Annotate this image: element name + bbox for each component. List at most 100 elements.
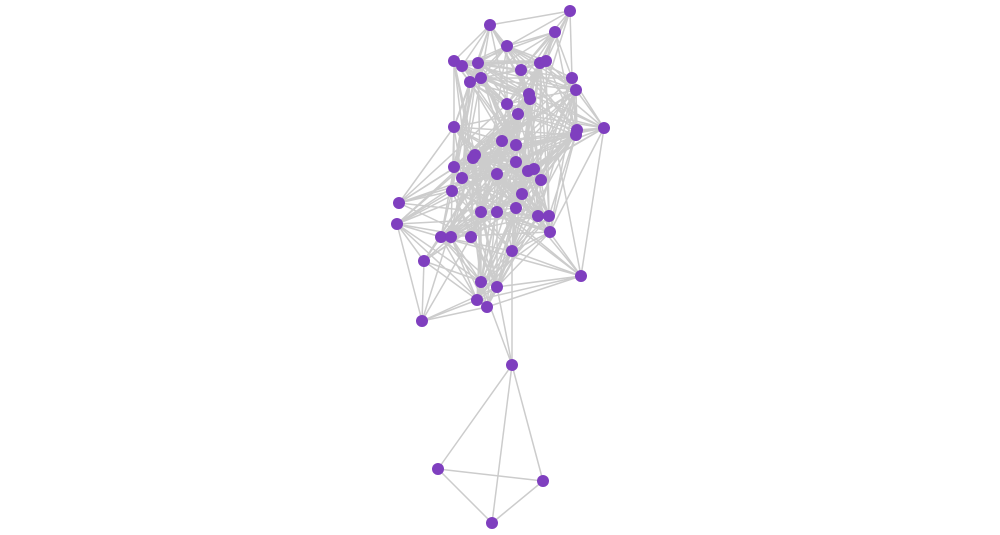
edge	[398, 126, 455, 204]
graph-node[interactable]	[418, 255, 430, 267]
edge	[533, 89, 577, 170]
edge	[453, 113, 519, 128]
graph-node[interactable]	[524, 93, 536, 105]
graph-node[interactable]	[464, 76, 476, 88]
graph-node[interactable]	[484, 19, 496, 31]
graph-node[interactable]	[472, 57, 484, 69]
edge	[450, 236, 482, 283]
graph-node[interactable]	[512, 108, 524, 120]
edge	[491, 480, 544, 524]
edge	[486, 275, 582, 308]
graph-node[interactable]	[570, 129, 582, 141]
edge	[440, 231, 551, 238]
edge	[421, 236, 472, 322]
graph-node[interactable]	[532, 210, 544, 222]
edge	[450, 177, 463, 238]
graph-node[interactable]	[491, 281, 503, 293]
graph-node[interactable]	[491, 168, 503, 180]
graph-node[interactable]	[435, 231, 447, 243]
edge	[506, 103, 605, 129]
graph-node[interactable]	[540, 55, 552, 67]
graph-node[interactable]	[445, 231, 457, 243]
edge	[496, 250, 513, 288]
edge	[496, 286, 513, 366]
edge	[533, 127, 605, 170]
edge	[461, 177, 542, 181]
edge	[529, 98, 535, 170]
graph-node[interactable]	[471, 294, 483, 306]
graph-node[interactable]	[496, 135, 508, 147]
edge	[477, 62, 522, 71]
graph-node[interactable]	[475, 276, 487, 288]
edge	[515, 207, 551, 233]
graph-node[interactable]	[416, 315, 428, 327]
edge	[480, 77, 531, 100]
graph-node[interactable]	[506, 359, 518, 371]
edge	[440, 215, 539, 238]
edge	[545, 60, 578, 131]
edge	[580, 127, 605, 277]
graph-node[interactable]	[393, 197, 405, 209]
graph-node[interactable]	[528, 163, 540, 175]
graph-node[interactable]	[448, 161, 460, 173]
nodes-layer	[391, 5, 610, 529]
edge	[501, 127, 605, 142]
graph-node[interactable]	[506, 245, 518, 257]
graph-node[interactable]	[501, 98, 513, 110]
edge	[537, 215, 582, 277]
graph-node[interactable]	[535, 174, 547, 186]
graph-node[interactable]	[475, 72, 487, 84]
graph-node[interactable]	[564, 5, 576, 17]
edge	[517, 113, 535, 170]
edge	[421, 260, 425, 322]
graph-node[interactable]	[467, 152, 479, 164]
edge	[517, 113, 577, 136]
edge	[480, 281, 513, 366]
graph-node[interactable]	[570, 84, 582, 96]
graph-node[interactable]	[456, 172, 468, 184]
graph-node[interactable]	[544, 226, 556, 238]
edge	[396, 223, 425, 262]
edge	[515, 127, 605, 163]
edge	[554, 31, 573, 79]
graph-node[interactable]	[510, 202, 522, 214]
edge	[537, 179, 542, 217]
graph-node[interactable]	[501, 40, 513, 52]
graph-node[interactable]	[475, 206, 487, 218]
graph-node[interactable]	[391, 218, 403, 230]
graph-node[interactable]	[456, 60, 468, 72]
edge	[528, 93, 605, 129]
edge	[480, 77, 542, 181]
edge	[451, 161, 517, 192]
graph-node[interactable]	[481, 301, 493, 313]
graph-node[interactable]	[549, 26, 561, 38]
edge	[396, 223, 442, 238]
graph-node[interactable]	[446, 185, 458, 197]
edge	[450, 190, 453, 238]
edge	[549, 127, 605, 233]
graph-node[interactable]	[486, 517, 498, 529]
edge	[437, 364, 513, 470]
graph-node[interactable]	[510, 156, 522, 168]
edge	[440, 236, 498, 288]
graph-node[interactable]	[465, 231, 477, 243]
graph-node[interactable]	[543, 210, 555, 222]
graph-node[interactable]	[516, 188, 528, 200]
graph-node[interactable]	[575, 270, 587, 282]
edge	[423, 236, 452, 262]
edge	[440, 236, 478, 301]
graph-node[interactable]	[448, 121, 460, 133]
graph-node[interactable]	[515, 64, 527, 76]
edge	[398, 190, 453, 204]
edge	[440, 190, 453, 238]
edge	[575, 89, 605, 129]
graph-node[interactable]	[510, 139, 522, 151]
graph-node[interactable]	[491, 206, 503, 218]
graph-node[interactable]	[598, 122, 610, 134]
edge	[511, 207, 517, 252]
edge	[529, 98, 578, 131]
graph-node[interactable]	[566, 72, 578, 84]
edge	[517, 113, 578, 131]
graph-node[interactable]	[432, 463, 444, 475]
graph-node[interactable]	[537, 475, 549, 487]
